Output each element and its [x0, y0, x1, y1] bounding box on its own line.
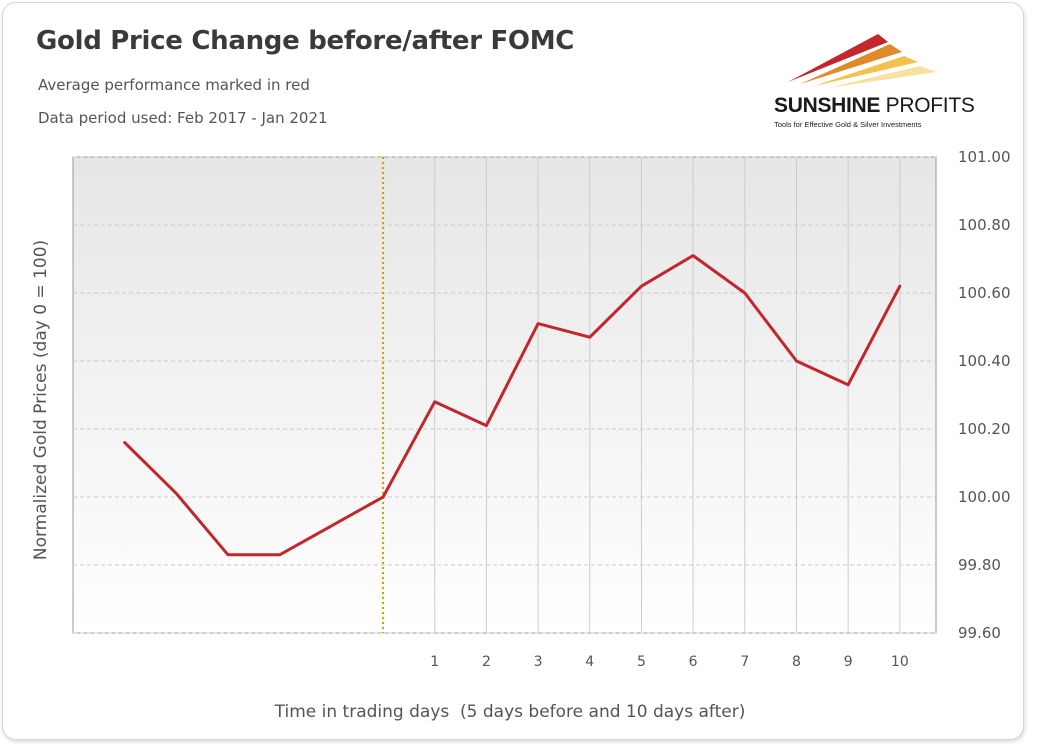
x-tick-label: 7 — [740, 654, 749, 670]
grid-lines — [73, 156, 936, 634]
y-tick-label: 100.00 — [958, 488, 1011, 506]
y-tick-label: 100.80 — [958, 216, 1011, 234]
y-tick-label: 100.20 — [958, 420, 1011, 438]
x-axis-ticks: 1 2 3 4 5 6 7 8 9 10 — [430, 654, 908, 670]
x-tick-label: 3 — [534, 654, 543, 670]
x-tick-label: 8 — [792, 654, 801, 670]
plot-area — [72, 156, 937, 634]
x-tick-label: 10 — [891, 654, 909, 670]
chart-subtitle-period: Data period used: Feb 2017 - Jan 2021 — [38, 109, 328, 127]
x-tick-label: 9 — [844, 654, 853, 670]
y-tick-label: 101.00 — [958, 148, 1011, 166]
x-tick-label: 5 — [637, 654, 646, 670]
x-tick-label: 4 — [585, 654, 594, 670]
x-tick-label: 2 — [482, 654, 491, 670]
y-tick-label: 100.60 — [958, 284, 1011, 302]
sunshine-profits-logo: SUNSHINE PROFITS Tools for Effective Gol… — [770, 30, 980, 130]
series-line — [123, 254, 902, 557]
y-axis-label: Normalized Gold Prices (day 0 = 100) — [31, 240, 51, 560]
logo-tagline: Tools for Effective Gold & Silver Invest… — [774, 120, 922, 129]
x-tick-label: 1 — [430, 654, 439, 670]
chart-title: Gold Price Change before/after FOMC — [36, 26, 575, 56]
y-tick-label: 99.80 — [958, 556, 1001, 574]
logo-rays-icon — [788, 34, 936, 88]
y-tick-label: 99.60 — [958, 624, 1001, 642]
y-axis-ticks: 99.60 99.80 100.00 100.20 100.40 100.60 100.80… — [958, 148, 1011, 642]
chart-subtitle-average: Average performance marked in red — [38, 76, 310, 94]
y-tick-label: 100.40 — [958, 352, 1011, 370]
x-axis-label: Time in trading days (5 days before and … — [274, 702, 746, 722]
logo-name: SUNSHINE PROFITS — [774, 94, 975, 117]
x-tick-label: 6 — [689, 654, 698, 670]
